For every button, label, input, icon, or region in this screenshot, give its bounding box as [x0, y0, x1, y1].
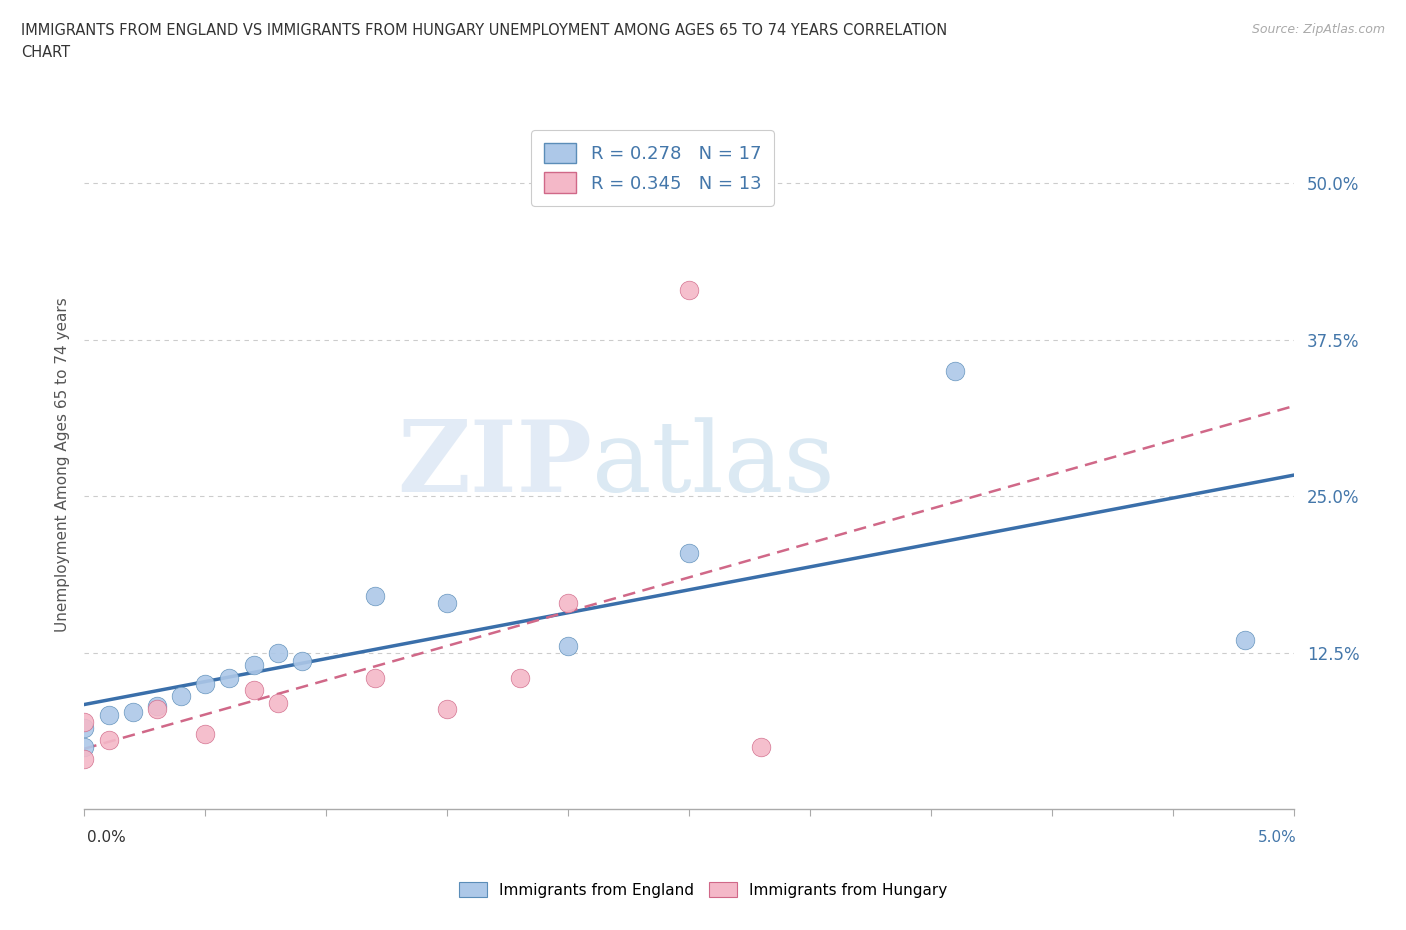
Point — [73, 721, 96, 736]
Text: atlas: atlas — [592, 417, 835, 513]
Point — [363, 671, 385, 685]
Point — [678, 283, 700, 298]
Point — [73, 739, 96, 754]
Point — [121, 704, 143, 719]
Text: 5.0%: 5.0% — [1257, 830, 1296, 844]
Point — [146, 699, 169, 714]
Text: ZIP: ZIP — [398, 417, 592, 513]
Point — [509, 671, 531, 685]
Point — [97, 733, 120, 748]
Point — [943, 364, 966, 379]
Point — [557, 639, 579, 654]
Point — [194, 726, 217, 741]
Point — [73, 714, 96, 729]
Point — [194, 676, 217, 691]
Text: Source: ZipAtlas.com: Source: ZipAtlas.com — [1251, 23, 1385, 36]
Point — [242, 658, 264, 672]
Point — [291, 654, 314, 669]
Point — [242, 683, 264, 698]
Point — [436, 595, 458, 610]
Point — [97, 708, 120, 723]
Legend: R = 0.278   N = 17, R = 0.345   N = 13: R = 0.278 N = 17, R = 0.345 N = 13 — [531, 130, 775, 206]
Legend: Immigrants from England, Immigrants from Hungary: Immigrants from England, Immigrants from… — [453, 875, 953, 904]
Point — [751, 739, 773, 754]
Point — [146, 701, 169, 716]
Y-axis label: Unemployment Among Ages 65 to 74 years: Unemployment Among Ages 65 to 74 years — [55, 298, 70, 632]
Point — [267, 696, 290, 711]
Point — [1234, 632, 1257, 647]
Point — [267, 645, 290, 660]
Point — [436, 701, 458, 716]
Point — [678, 545, 700, 560]
Text: 0.0%: 0.0% — [87, 830, 127, 844]
Point — [363, 589, 385, 604]
Point — [557, 595, 579, 610]
Point — [73, 751, 96, 766]
Text: IMMIGRANTS FROM ENGLAND VS IMMIGRANTS FROM HUNGARY UNEMPLOYMENT AMONG AGES 65 TO: IMMIGRANTS FROM ENGLAND VS IMMIGRANTS FR… — [21, 23, 948, 60]
Point — [218, 671, 240, 685]
Point — [170, 689, 193, 704]
